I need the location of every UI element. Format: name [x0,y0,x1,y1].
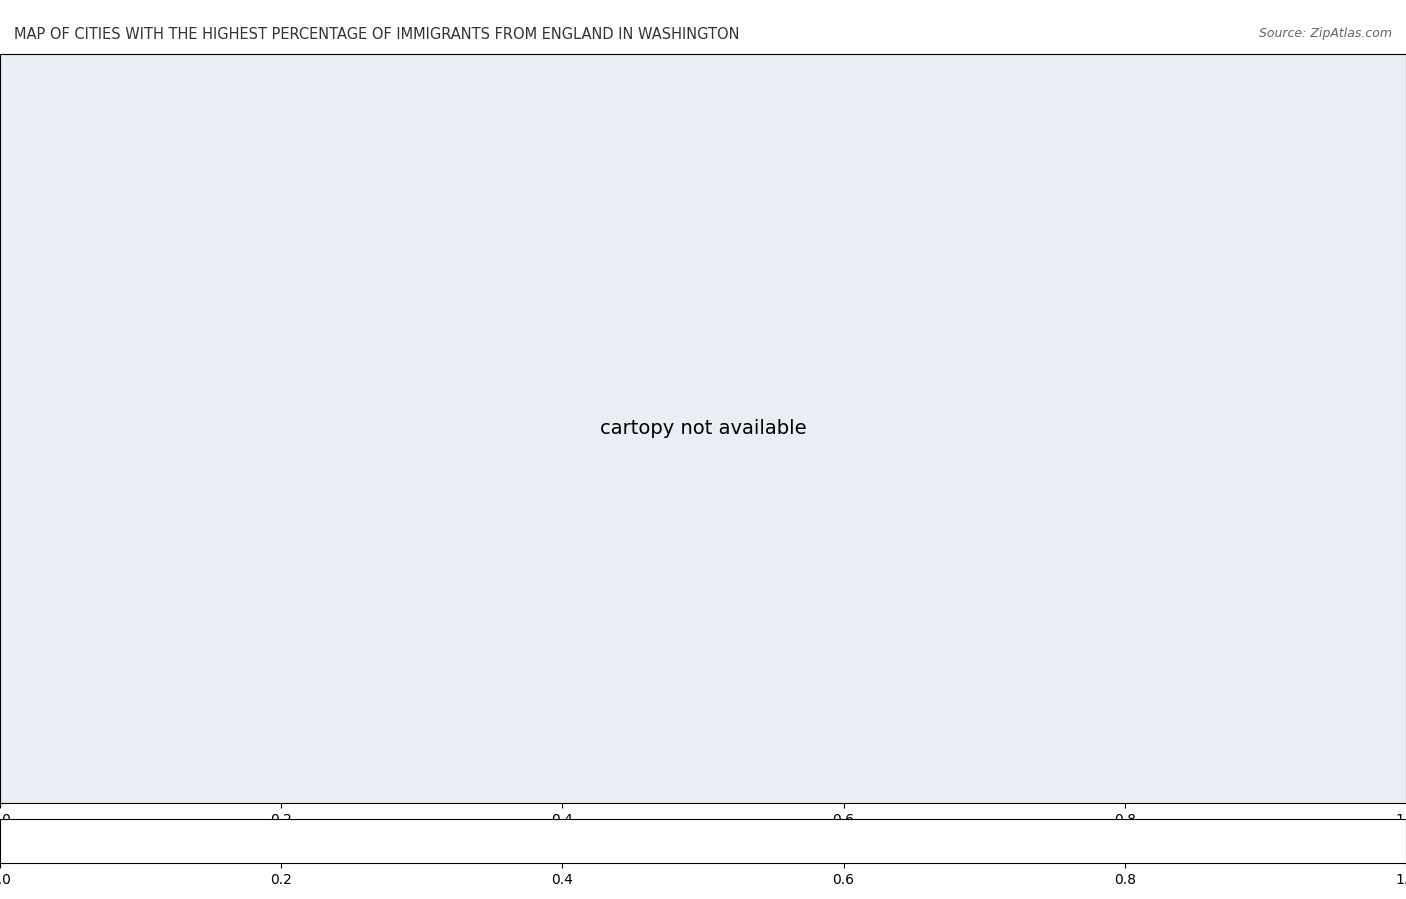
Text: Source: ZipAtlas.com: Source: ZipAtlas.com [1258,27,1392,40]
Text: MAP OF CITIES WITH THE HIGHEST PERCENTAGE OF IMMIGRANTS FROM ENGLAND IN WASHINGT: MAP OF CITIES WITH THE HIGHEST PERCENTAG… [14,27,740,42]
Text: cartopy not available: cartopy not available [600,419,806,438]
